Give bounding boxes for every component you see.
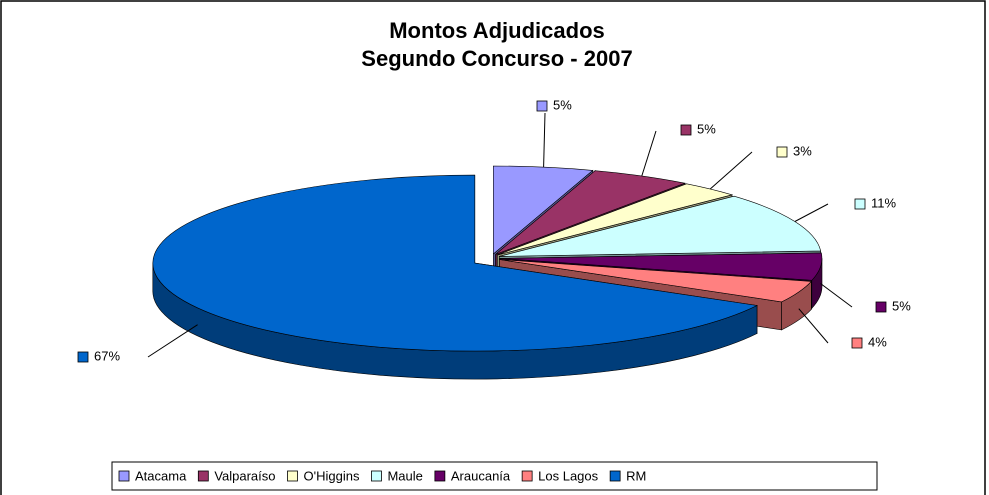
leader-line (820, 283, 853, 308)
data-label: 5% (697, 121, 716, 136)
slice-top (499, 195, 822, 257)
label-swatch (536, 100, 548, 112)
data-label: 5% (892, 298, 911, 313)
data-label: 11% (871, 195, 896, 210)
slice-top (493, 165, 594, 255)
data-label: 4% (868, 334, 887, 349)
leader-line (709, 151, 753, 190)
slice-top (495, 170, 686, 255)
data-label: 3% (793, 143, 812, 158)
label-swatch (875, 301, 887, 313)
label-swatch (854, 198, 866, 210)
legend-label: Maule (387, 468, 422, 483)
legend-label: Araucanía (451, 468, 511, 483)
leader-line (543, 112, 546, 168)
data-label: 5% (553, 97, 572, 112)
legend-swatch (197, 470, 209, 482)
label-swatch (776, 146, 788, 158)
legend-label: Valparaíso (214, 468, 275, 483)
leader-line (794, 203, 829, 222)
legend-swatch (118, 470, 130, 482)
slice-top (499, 252, 823, 281)
slice-top (499, 259, 812, 303)
legend-swatch (434, 470, 446, 482)
leader-line (641, 130, 657, 177)
legend-label: O'Higgins (304, 468, 360, 483)
label-swatch (77, 351, 89, 363)
label-swatch (851, 337, 863, 349)
legend-label: RM (626, 468, 646, 483)
legend-label: Atacama (135, 468, 187, 483)
leader-line (147, 324, 198, 358)
legend-swatch (521, 470, 533, 482)
data-label: 67% (94, 348, 120, 363)
legend-swatch (609, 470, 621, 482)
legend-label: Los Lagos (538, 468, 598, 483)
chart-title: Montos Adjudicados (389, 18, 605, 43)
legend-swatch (371, 470, 382, 482)
legend-box (111, 461, 878, 491)
label-swatch (680, 124, 692, 136)
legend-swatch (287, 470, 298, 482)
slice-top (152, 174, 758, 352)
slice-top (497, 183, 734, 256)
pie-slice (152, 174, 758, 380)
chart-subtitle: Segundo Concurso - 2007 (361, 46, 632, 71)
leader-line (798, 308, 829, 344)
